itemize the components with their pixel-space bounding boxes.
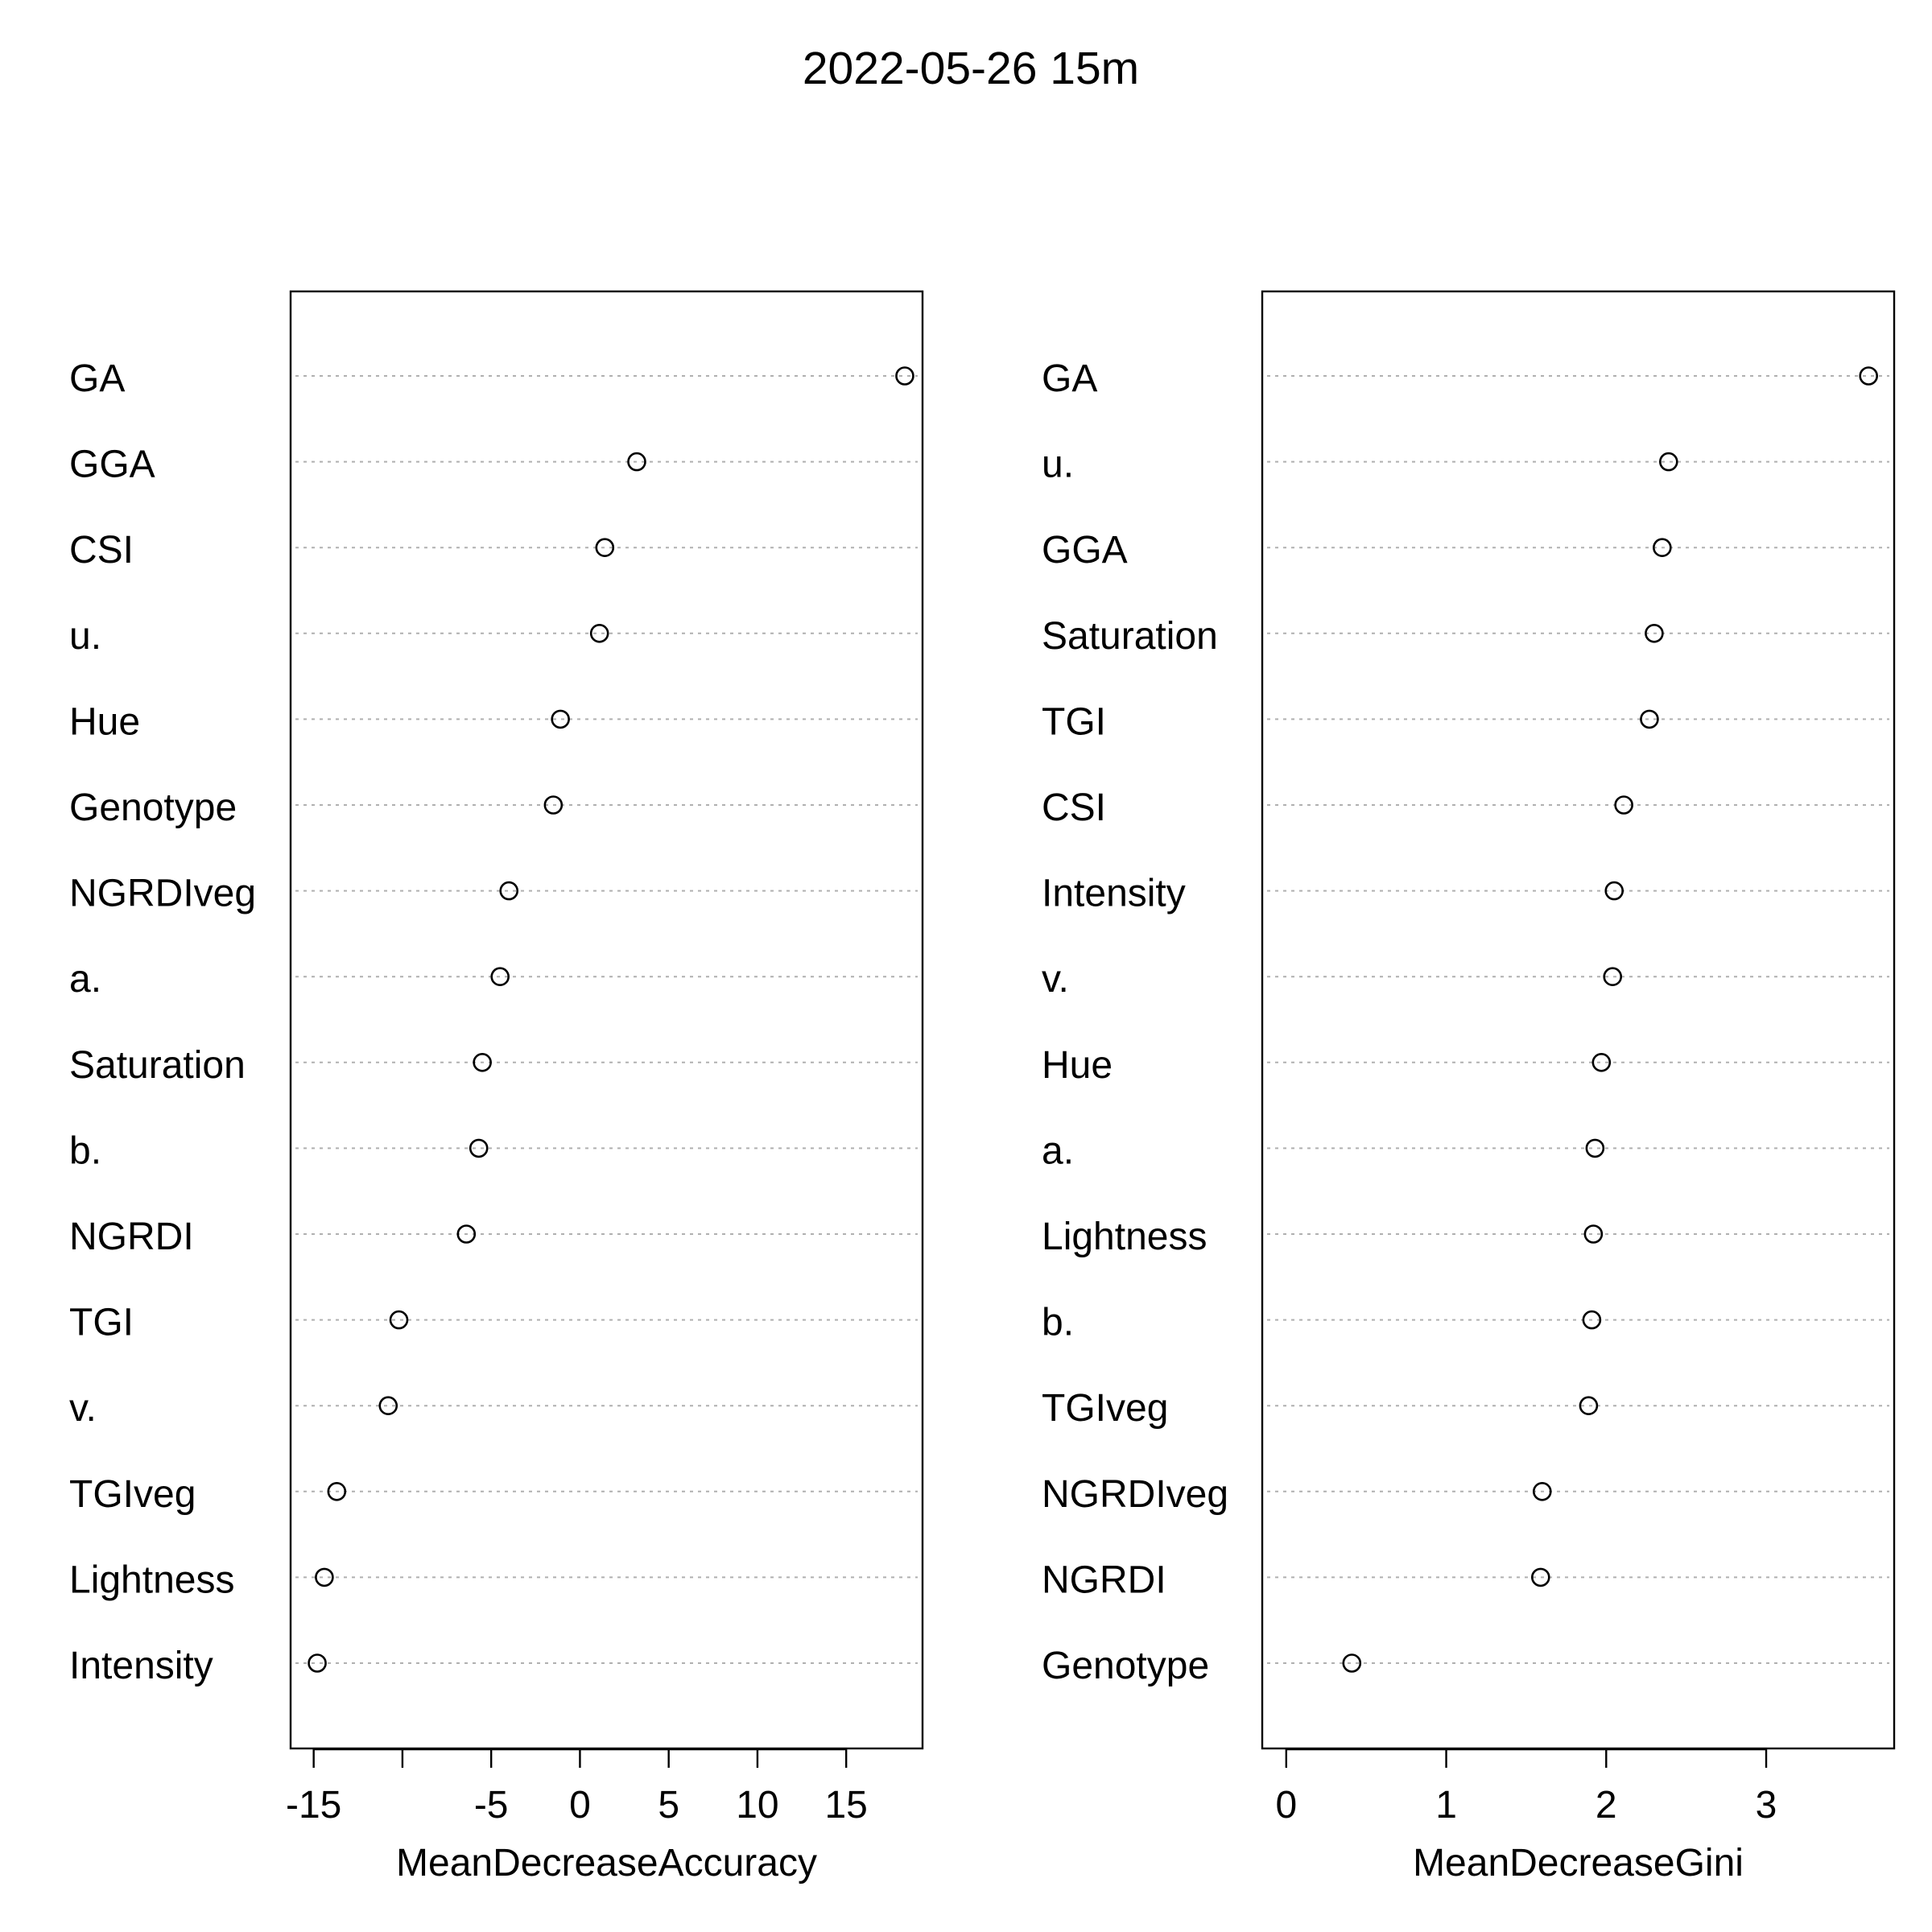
data-point bbox=[469, 1138, 489, 1158]
category-label: Genotype bbox=[69, 786, 237, 829]
category-label: a. bbox=[1042, 1129, 1074, 1172]
data-point bbox=[1859, 366, 1879, 386]
data-point bbox=[1342, 1653, 1362, 1673]
category-label: TGIveg bbox=[69, 1473, 196, 1516]
data-point bbox=[1585, 1138, 1605, 1158]
plot-frame bbox=[289, 290, 924, 1750]
category-label: NGRDI bbox=[1042, 1558, 1166, 1601]
data-point bbox=[1530, 1567, 1550, 1587]
data-point bbox=[1603, 967, 1623, 986]
category-label: Intensity bbox=[69, 1645, 213, 1687]
data-point bbox=[1658, 452, 1678, 472]
category-label: Genotype bbox=[1042, 1645, 1209, 1687]
data-point bbox=[327, 1482, 347, 1501]
x-tick-label: 1 bbox=[1435, 1784, 1457, 1827]
data-point bbox=[389, 1310, 409, 1330]
category-label: CSI bbox=[69, 529, 134, 572]
category-label: b. bbox=[69, 1129, 101, 1172]
data-point bbox=[543, 795, 564, 815]
data-point bbox=[895, 366, 914, 386]
data-point bbox=[315, 1567, 334, 1587]
data-point bbox=[1583, 1224, 1604, 1244]
x-axis-label: MeanDecreaseAccuracy bbox=[396, 1842, 817, 1885]
x-tick-label: 10 bbox=[736, 1784, 778, 1827]
data-point bbox=[473, 1053, 492, 1072]
data-point bbox=[308, 1653, 327, 1673]
data-point bbox=[1614, 795, 1633, 815]
data-point bbox=[490, 967, 510, 986]
x-tick-label: 2 bbox=[1596, 1784, 1617, 1827]
category-label: TGI bbox=[1042, 700, 1106, 743]
category-label: a. bbox=[69, 958, 101, 1001]
category-label: b. bbox=[1042, 1302, 1074, 1344]
category-label: Saturation bbox=[69, 1044, 246, 1087]
category-label: GGA bbox=[69, 444, 155, 486]
x-tick-label: 15 bbox=[824, 1784, 867, 1827]
data-point bbox=[627, 452, 646, 472]
x-tick-label: 0 bbox=[1275, 1784, 1297, 1827]
data-point bbox=[589, 623, 609, 643]
x-tick-label: -5 bbox=[474, 1784, 509, 1827]
category-label: Lightness bbox=[69, 1558, 234, 1601]
x-tick-label: 5 bbox=[658, 1784, 679, 1827]
category-label: v. bbox=[69, 1387, 97, 1430]
category-label: Hue bbox=[1042, 1044, 1113, 1087]
data-point bbox=[1604, 881, 1624, 901]
category-label: TGI bbox=[69, 1302, 134, 1344]
category-label: u. bbox=[69, 615, 101, 658]
category-label: CSI bbox=[1042, 786, 1106, 829]
category-label: Saturation bbox=[1042, 615, 1218, 658]
category-label: TGIveg bbox=[1042, 1387, 1168, 1430]
data-point bbox=[595, 538, 615, 558]
data-point bbox=[456, 1224, 477, 1244]
data-point bbox=[1532, 1482, 1552, 1501]
data-point bbox=[378, 1396, 398, 1415]
x-tick-label: 0 bbox=[569, 1784, 591, 1827]
data-point bbox=[1591, 1053, 1612, 1072]
category-label: NGRDI bbox=[69, 1216, 194, 1258]
chart-title: 2022-05-26 15m bbox=[803, 43, 1139, 94]
category-label: Lightness bbox=[1042, 1216, 1207, 1258]
category-label: GGA bbox=[1042, 529, 1128, 572]
category-label: Hue bbox=[69, 700, 140, 743]
data-point bbox=[1579, 1396, 1599, 1415]
panel-mean-decrease-accuracy: GA GGA CSI u. Hue Genotype NGRDIveg a. Saturatio… bbox=[69, 290, 924, 1885]
panel-mean-decrease-gini: GA u. GGA Saturation TGI CSI Intensity v. Hue a. L… bbox=[1042, 290, 1896, 1885]
category-label: Intensity bbox=[1042, 873, 1186, 915]
data-point bbox=[1653, 538, 1672, 558]
category-label: GA bbox=[69, 357, 125, 400]
category-label: v. bbox=[1042, 958, 1069, 1001]
data-point bbox=[1645, 623, 1664, 643]
category-label: NGRDIveg bbox=[1042, 1473, 1228, 1516]
plot-frame bbox=[1261, 290, 1896, 1750]
x-axis-label: MeanDecreaseGini bbox=[1413, 1842, 1744, 1885]
category-label: GA bbox=[1042, 357, 1097, 400]
data-point bbox=[1640, 709, 1659, 729]
x-tick-label: 3 bbox=[1756, 1784, 1777, 1827]
x-tick-label: -15 bbox=[286, 1784, 341, 1827]
category-label: NGRDIveg bbox=[69, 873, 256, 915]
data-point bbox=[1582, 1310, 1602, 1330]
data-point bbox=[499, 881, 519, 901]
category-label: u. bbox=[1042, 444, 1074, 486]
data-point bbox=[551, 709, 570, 729]
